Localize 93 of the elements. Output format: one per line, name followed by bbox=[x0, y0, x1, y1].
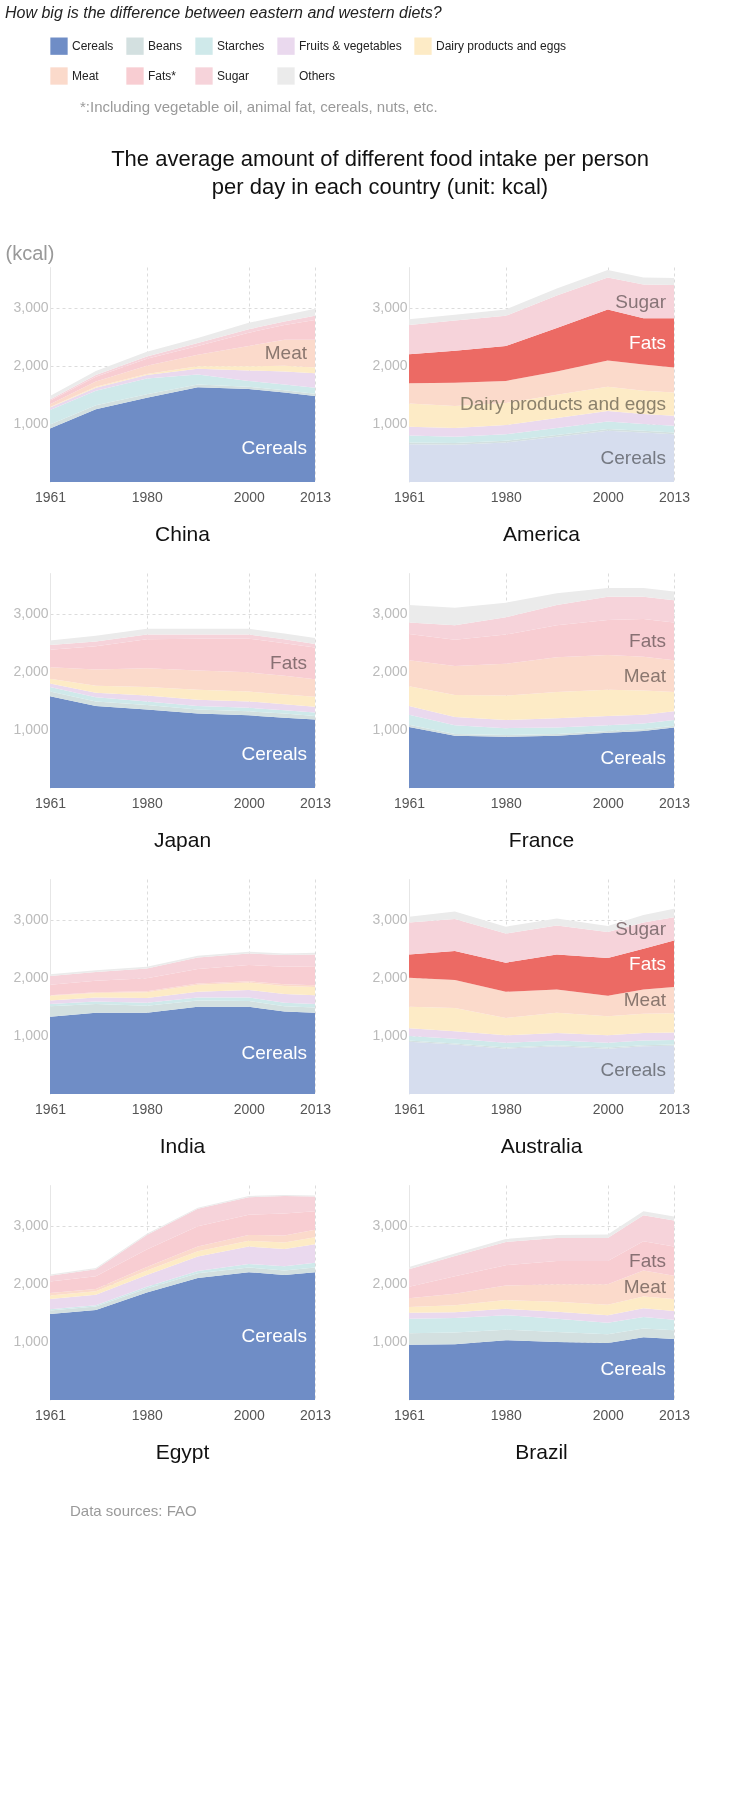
legend-label: Sugar bbox=[217, 69, 250, 83]
series-label: Meat bbox=[623, 1276, 667, 1298]
series-label: Fats bbox=[629, 952, 666, 974]
series-label: Cereals bbox=[600, 1358, 666, 1380]
y-tick-label: 2,000 bbox=[13, 969, 49, 986]
text: Brazil bbox=[515, 1440, 568, 1463]
y-tick-label: 3,000 bbox=[372, 605, 408, 622]
y-tick-label: 1,000 bbox=[372, 721, 408, 738]
x-tick-label: 2000 bbox=[233, 488, 266, 505]
x-tick-label: 1980 bbox=[131, 1100, 164, 1117]
x-tick-label: 1961 bbox=[34, 488, 67, 505]
y-tick-label: 2,000 bbox=[13, 357, 49, 374]
series-label: Fats bbox=[629, 1250, 666, 1272]
x-tick-label: 1961 bbox=[34, 1406, 67, 1423]
x-tick-label: 2000 bbox=[233, 794, 266, 811]
y-tick-label: 2,000 bbox=[372, 969, 408, 986]
text: Japan bbox=[153, 828, 212, 851]
series-label: Sugar bbox=[615, 917, 667, 939]
text: *:Including vegetable oil, animal fat, cereals, nuts, etc. bbox=[80, 98, 438, 115]
y-tick-label: 3,000 bbox=[372, 299, 408, 316]
x-tick-label: 2000 bbox=[592, 1100, 625, 1117]
text: Egypt bbox=[155, 1440, 210, 1463]
x-tick-label: 1961 bbox=[34, 794, 67, 811]
x-tick-label: 2000 bbox=[592, 1406, 625, 1423]
text: The average amount of different food intake per person per day in each country (unit: kcal) bbox=[111, 146, 649, 199]
text: India bbox=[159, 1134, 206, 1157]
x-tick-label: 2013 bbox=[658, 488, 691, 505]
text: America bbox=[502, 522, 581, 545]
y-tick-label: 3,000 bbox=[372, 911, 408, 928]
x-tick-label: 1980 bbox=[490, 794, 523, 811]
text: France bbox=[508, 828, 575, 851]
x-tick-label: 2013 bbox=[658, 794, 691, 811]
text: Australia bbox=[500, 1134, 583, 1157]
x-tick-label: 2000 bbox=[233, 1100, 266, 1117]
y-tick-label: 1,000 bbox=[13, 1027, 49, 1044]
x-tick-label: 1980 bbox=[490, 1406, 523, 1423]
y-tick-label: 1,000 bbox=[13, 721, 49, 738]
x-tick-label: 2013 bbox=[299, 1100, 332, 1117]
series-label: Cereals bbox=[600, 1058, 666, 1080]
legend-label: Fruits & vegetables bbox=[299, 39, 402, 54]
series-label: Fats bbox=[629, 331, 666, 353]
annotation: Meat bbox=[264, 342, 308, 363]
legend-label: Fats* bbox=[148, 69, 177, 83]
x-tick-label: 1961 bbox=[393, 1100, 426, 1117]
y-tick-label: 2,000 bbox=[372, 663, 408, 680]
legend-label: Dairy products and eggs bbox=[436, 39, 567, 54]
y-tick-label: 1,000 bbox=[372, 415, 408, 432]
y-tick-label: 3,000 bbox=[13, 1217, 49, 1234]
legend-label: Meat bbox=[72, 69, 100, 83]
y-tick-label: 1,000 bbox=[372, 1333, 408, 1350]
legend-label: Starches bbox=[217, 39, 265, 54]
x-tick-label: 1961 bbox=[393, 794, 426, 811]
series-label: Sugar bbox=[615, 290, 667, 312]
x-tick-label: 2013 bbox=[658, 1100, 691, 1117]
x-tick-label: 1961 bbox=[393, 488, 426, 505]
x-tick-label: 2013 bbox=[658, 1406, 691, 1423]
series-label: Fats bbox=[629, 630, 666, 652]
x-tick-label: 2013 bbox=[299, 794, 332, 811]
y-tick-label: 1,000 bbox=[13, 415, 49, 432]
x-tick-label: 2013 bbox=[299, 488, 332, 505]
x-tick-label: 1980 bbox=[131, 794, 164, 811]
series-label: Cereals bbox=[241, 1042, 307, 1064]
text: Data sources: FAO bbox=[70, 1502, 197, 1519]
legend-label: Beans bbox=[148, 39, 183, 54]
x-tick-label: 2000 bbox=[233, 1406, 266, 1423]
legend-label: Others bbox=[299, 69, 336, 83]
text: How big is the difference between eastern and western diets? bbox=[5, 4, 442, 21]
series-label: Fats bbox=[270, 652, 307, 674]
x-tick-label: 1961 bbox=[393, 1406, 426, 1423]
series-label: Meat bbox=[623, 665, 667, 687]
x-tick-label: 2013 bbox=[299, 1406, 332, 1423]
series-label: Dairy products and eggs bbox=[460, 393, 666, 415]
series-label: Meat bbox=[623, 989, 667, 1011]
y-tick-label: 1,000 bbox=[13, 1333, 49, 1350]
x-tick-label: 1980 bbox=[490, 1100, 523, 1117]
x-tick-label: 1961 bbox=[34, 1100, 67, 1117]
x-tick-label: 1980 bbox=[490, 488, 523, 505]
y-tick-label: 2,000 bbox=[13, 1275, 49, 1292]
y-tick-label: 3,000 bbox=[372, 1217, 408, 1234]
y-tick-label: 2,000 bbox=[13, 663, 49, 680]
legend-label: Cereals bbox=[72, 39, 114, 54]
text: China bbox=[155, 522, 211, 545]
x-tick-label: 2000 bbox=[592, 488, 625, 505]
x-tick-label: 2000 bbox=[592, 794, 625, 811]
x-tick-label: 1980 bbox=[131, 488, 164, 505]
y-tick-label: 2,000 bbox=[372, 357, 408, 374]
y-tick-label: 3,000 bbox=[13, 911, 49, 928]
y-tick-label: 3,000 bbox=[13, 299, 49, 316]
y-tick-label: 1,000 bbox=[372, 1027, 408, 1044]
y-tick-label: 3,000 bbox=[13, 605, 49, 622]
x-tick-label: 1980 bbox=[131, 1406, 164, 1423]
y-axis-title: (kcal) bbox=[5, 241, 55, 264]
y-tick-label: 2,000 bbox=[372, 1275, 408, 1292]
